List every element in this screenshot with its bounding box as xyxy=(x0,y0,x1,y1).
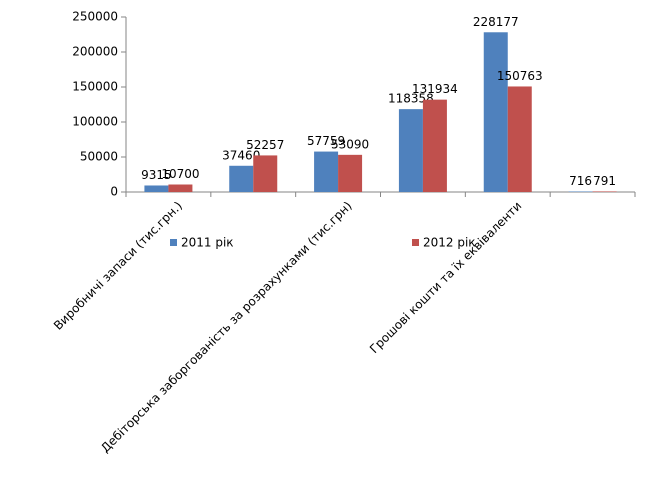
legend-swatch xyxy=(170,239,177,246)
bar xyxy=(229,165,254,192)
bar xyxy=(592,191,617,192)
bar xyxy=(314,151,339,192)
data-label: 228177 xyxy=(473,15,519,29)
bar xyxy=(568,191,593,192)
x-tick-label: Виробничі запаси (тис.грн.) xyxy=(51,199,185,333)
data-label: 131934 xyxy=(412,82,458,96)
data-label: 9315 xyxy=(141,168,172,182)
x-tick-label: Грошові кошти та їх еквіваленти xyxy=(367,199,524,356)
data-label: 52257 xyxy=(246,138,284,152)
bar xyxy=(507,86,532,192)
data-label: 716 xyxy=(569,174,592,188)
data-label: 37460 xyxy=(222,148,260,162)
bar xyxy=(483,32,508,193)
data-label: 10700 xyxy=(161,167,199,181)
legend-label: 2011 рік xyxy=(181,236,234,250)
legend-swatch xyxy=(412,239,419,246)
y-tick-label: 150000 xyxy=(72,80,118,94)
data-label: 118358 xyxy=(388,92,434,106)
bar xyxy=(398,109,423,192)
bar xyxy=(253,155,278,192)
data-label: 791 xyxy=(593,174,616,188)
y-tick-label: 250000 xyxy=(72,10,118,24)
y-tick-label: 200000 xyxy=(72,45,118,59)
y-tick-label: 0 xyxy=(110,185,118,199)
bar xyxy=(168,184,193,192)
y-tick-label: 100000 xyxy=(72,115,118,129)
bar xyxy=(422,99,447,192)
bar xyxy=(338,154,363,192)
data-label: 150763 xyxy=(497,69,543,83)
bar xyxy=(144,185,169,192)
legend-label: 2012 рік xyxy=(423,236,476,250)
data-label: 53090 xyxy=(331,137,369,151)
y-tick-label: 50000 xyxy=(80,150,118,164)
data-label: 57759 xyxy=(307,134,345,148)
